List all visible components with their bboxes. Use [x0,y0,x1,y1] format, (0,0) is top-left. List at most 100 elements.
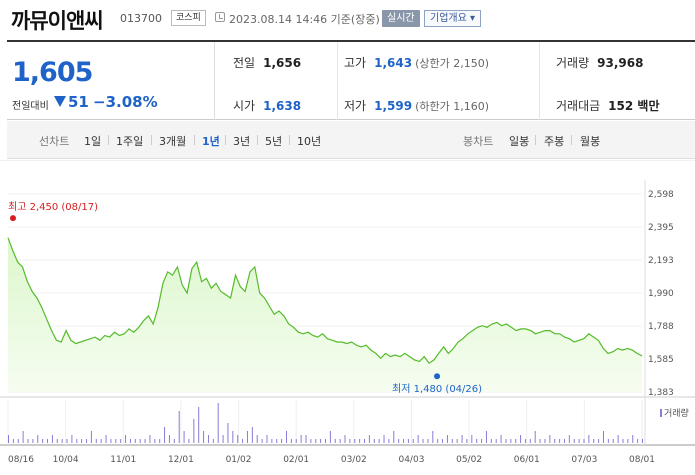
current-price: 1,605 [12,57,93,88]
volume-bar [446,435,448,443]
volume-bar [554,439,556,443]
volume-bar [461,435,463,443]
volume-bar [295,439,297,443]
y-tick-label: 2,193 [648,256,674,266]
candle-weekly[interactable]: 주봉 [544,135,565,148]
period-1w[interactable]: 1주일 [116,135,144,148]
volume-bar [364,439,366,443]
high-marker [10,215,16,222]
divider [337,42,338,120]
realtime-button[interactable]: 실시간 [382,10,420,27]
volume-bar [559,439,561,443]
volume-bar [105,435,107,443]
volume-bar [76,439,78,443]
volume-bar [164,427,166,443]
volume-bar [8,435,9,443]
volume-bar [602,431,604,443]
price-box: 1,605 전일대비 51 −3.08% [7,42,215,120]
volume-bar [256,435,258,443]
volume-legend: 거래량 [664,407,689,419]
x-tick-label: 08/16 [8,455,34,465]
volume-bar [300,435,302,443]
volume-bar [266,435,268,443]
x-tick-label: 07/03 [571,455,597,465]
period-3m[interactable]: 3개월 [159,135,187,148]
volume-bar [47,439,49,443]
volume-bar [637,439,639,443]
period-10y[interactable]: 10년 [297,135,322,148]
stat-label: 거래대금 [556,99,601,113]
volume-bar [271,439,273,443]
volume-bar [578,439,580,443]
volume-bar [227,423,229,443]
volume-bar [246,431,248,443]
candle-daily[interactable]: 일봉 [509,135,530,148]
volume-bar [622,439,624,443]
volume-bar [139,439,141,443]
separator [225,135,226,145]
stat-label: 시가 [233,99,256,113]
volume-bar [378,439,380,443]
low-marker [434,373,441,380]
period-1y[interactable]: 1년 [202,135,220,148]
stat-value: 93,968 [597,56,644,70]
volume-bar [520,435,522,443]
volume-bar [456,439,458,443]
volume-bar [71,435,73,443]
volume-bar [568,435,570,443]
company-overview-dropdown[interactable]: 기업개요 ▾ [424,10,481,27]
stat-high: 고가 1,643 (상한가 2,150) [344,54,489,71]
stat-sub: (하한가 1,160) [415,100,489,113]
volume-bar [632,435,634,443]
stat-value: 152 백만 [608,99,660,113]
market-badge: 코스피 [171,10,206,26]
volume-bar [373,439,375,443]
stat-label: 저가 [344,99,367,113]
volume-bar [549,435,551,443]
volume-bar [134,439,136,443]
period-1d[interactable]: 1일 [84,135,102,148]
volume-bar [281,439,283,443]
candle-chart-label: 봉차트 [463,135,494,148]
volume-bar [642,439,643,443]
period-3y[interactable]: 3년 [233,135,251,148]
volume-bar [612,439,614,443]
stat-volume: 거래량 93,968 [556,54,643,71]
volume-bar [481,439,483,443]
divider [539,42,540,120]
volume-bar [476,439,478,443]
volume-bar [383,435,385,443]
stat-prev-close: 전일 1,656 [233,54,301,71]
volume-bar [173,439,175,443]
volume-bar [451,439,453,443]
volume-bar [329,431,331,443]
x-tick-label: 08/01 [629,455,655,465]
volume-bar [168,435,170,443]
volume-bar [32,439,34,443]
stat-value: 1,656 [263,56,302,70]
volume-bar [598,439,600,443]
volume-bar [159,439,161,443]
stat-value: 1,638 [263,99,302,113]
x-tick-label: 02/01 [283,455,309,465]
high-label: 최고 2,450 (08/17) [8,201,98,213]
stock-header: 까뮤이앤씨 013700 코스피 2023.08.14 14:46 기준(장중)… [0,0,695,40]
volume-bar [573,439,575,443]
price-area [8,237,642,392]
stat-open: 시가 1,638 [233,97,301,114]
volume-bar [515,439,517,443]
volume-bar [129,439,131,443]
y-tick-label: 1,585 [648,355,674,365]
volume-bar [12,439,14,443]
candle-monthly[interactable]: 월봉 [580,135,601,148]
volume-bar [222,435,224,443]
x-tick-label: 03/02 [341,455,367,465]
axis-ticks: 2,598 2,395 2,193 1,990 1,788 1,585 1,383 08/16… [8,190,674,465]
volume-bar [505,439,507,443]
volume-bar [115,439,117,443]
period-5y[interactable]: 5년 [265,135,283,148]
volume-bar [563,439,565,443]
volume-bar [51,435,53,443]
volume-bar [627,439,629,443]
volume-bar [232,431,234,443]
